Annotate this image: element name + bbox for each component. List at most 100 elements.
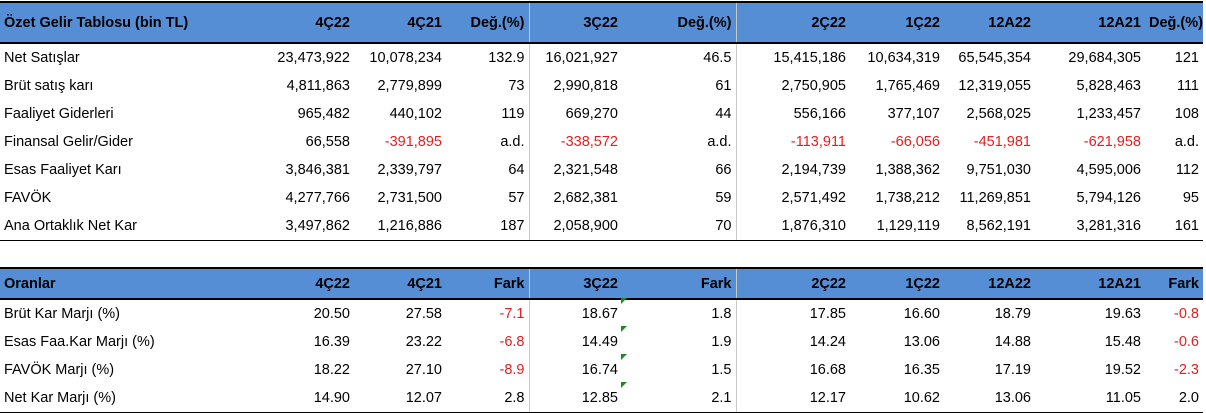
table-cell: 4,595,006 [1076, 162, 1141, 178]
table-row: Esas Faaliyet Karı 3,846,381 2,339,797 64 2,… [0, 156, 1203, 184]
table-cell: 111 [1176, 78, 1199, 94]
table-cell: 377,107 [887, 106, 940, 122]
table-cell: 20.50 [313, 306, 350, 322]
table-cell: 108 [1174, 106, 1199, 122]
table-cell: 1.5 [711, 362, 732, 378]
row-label: Net Kar Marjı (%) [0, 384, 262, 413]
row-label: Esas Faaliyet Karı [4, 162, 122, 178]
row-label: Ana Ortaklık Net Kar [0, 212, 262, 241]
table-cell: 1,765,469 [875, 78, 940, 94]
table-cell: 10,078,234 [369, 50, 442, 66]
column-header: Değ.(%) [1145, 1, 1203, 44]
table-row: Net Satışlar 23,473,922 10,078,234 132.9 16,… [0, 43, 1203, 72]
table-cell: 1,216,886 [354, 212, 446, 241]
table-cell: 17.85 [735, 299, 850, 328]
table-cell: 1.8 [711, 306, 732, 322]
table-cell: 2,750,905 [735, 72, 850, 100]
table-cell: 2.8 [446, 384, 529, 413]
table-cell: 1.9 [711, 334, 732, 350]
ratios-header-row: Oranlar 4Ç22 4Ç21 Fark 3Ç22 Fark 2Ç22 1Ç22 12A22… [0, 267, 1203, 300]
income-header-row: Özet Gelir Tablosu (bin TL) 4Ç22 4Ç21 Değ.(… [0, 1, 1203, 44]
table-cell: 73 [508, 78, 525, 94]
column-header: 2Ç22 [735, 1, 850, 44]
table-cell: a.d. [707, 134, 732, 150]
row-label: FAVÖK Marjı (%) [4, 362, 115, 378]
table-row: Faaliyet Giderleri 965,482 440,102 119 669,2… [0, 100, 1203, 128]
table-cell: 2,321,548 [528, 156, 622, 184]
table-cell: 66,558 [305, 134, 350, 150]
column-header: 4Ç21 [354, 1, 446, 44]
table-cell: 132.9 [488, 50, 525, 66]
table-cell: -113,911 [735, 128, 850, 156]
table-cell: 2.0 [1145, 384, 1203, 413]
table-cell: 16.68 [735, 356, 850, 384]
table-cell: 61 [715, 78, 732, 94]
table-cell: 12.17 [735, 384, 850, 413]
table-cell: 12.85 [528, 384, 622, 413]
table-cell: 64 [508, 162, 525, 178]
table-cell: 5,794,126 [1076, 190, 1141, 206]
table-cell: 8,562,191 [944, 212, 1035, 241]
table-cell: 161 [1145, 212, 1203, 241]
income-summary-table: Özet Gelir Tablosu (bin TL) 4Ç22 4Ç21 Değ.(… [0, 1, 1203, 241]
column-header: Fark [622, 267, 736, 300]
table-cell: 1,876,310 [735, 212, 850, 241]
column-header: 4Ç22 [262, 1, 354, 44]
table-cell: 27.58 [405, 306, 442, 322]
table-cell: a.d. [500, 134, 525, 150]
table-cell: 18.22 [313, 362, 350, 378]
table-row: Brüt satış karı 4,811,863 2,779,899 73 2,990… [0, 72, 1203, 100]
table-cell: 2,568,025 [966, 106, 1031, 122]
table-cell: -0.6 [1174, 334, 1199, 350]
table-cell: 23.22 [405, 334, 442, 350]
table-cell: 13.06 [903, 334, 940, 350]
column-header: 1Ç22 [850, 267, 944, 300]
row-label: Finansal Gelir/Gider [4, 134, 133, 150]
row-label: Faaliyet Giderleri [4, 106, 114, 122]
column-header: 12A21 [1035, 1, 1145, 44]
table-title: Oranlar [0, 267, 262, 300]
table-cell: 1,233,457 [1076, 106, 1141, 122]
table-cell: 3,497,862 [262, 212, 354, 241]
table-cell: -2.3 [1174, 362, 1199, 378]
column-header: 1Ç22 [850, 1, 944, 44]
table-cell: 23,473,922 [277, 50, 350, 66]
table-cell: 57 [508, 190, 525, 206]
comment-marker-icon [621, 382, 627, 388]
table-cell: 2,571,492 [735, 184, 850, 212]
table-cell: 15,415,186 [735, 43, 850, 72]
table-cell: 9,751,030 [966, 162, 1031, 178]
table-cell: 1,129,119 [850, 212, 944, 241]
table-cell: 440,102 [389, 106, 442, 122]
comment-marker-icon [621, 354, 627, 360]
column-header: Fark [446, 267, 529, 300]
table-row: Brüt Kar Marjı (%) 20.50 27.58 -7.1 18.67 1.8… [0, 299, 1203, 328]
comment-marker-icon [621, 298, 627, 304]
table-cell: 19.52 [1104, 362, 1141, 378]
table-cell: 17.19 [994, 362, 1031, 378]
table-row: Ana Ortaklık Net Kar 3,497,862 1,216,886 18… [0, 212, 1203, 241]
table-cell: 12.07 [354, 384, 446, 413]
table-cell: -6.8 [499, 334, 525, 350]
table-cell: 3,846,381 [285, 162, 350, 178]
row-label: Esas Faa.Kar Marjı (%) [4, 334, 155, 350]
table-cell: -0.8 [1174, 306, 1199, 322]
table-cell: 14.49 [528, 328, 622, 356]
table-cell: -391,895 [384, 134, 442, 150]
ratios-table: Oranlar 4Ç22 4Ç21 Fark 3Ç22 Fark 2Ç22 1Ç22 12A22… [0, 267, 1203, 413]
table-cell: 16,021,927 [528, 43, 622, 72]
table-cell: 19.63 [1104, 306, 1141, 322]
table-cell: 16.60 [903, 306, 940, 322]
table-cell: 29,684,305 [1068, 50, 1141, 66]
table-cell: 2,682,381 [528, 184, 622, 212]
table-cell: 2,779,899 [377, 78, 442, 94]
table-cell: 18.79 [994, 306, 1031, 322]
table-cell: 121 [1174, 50, 1199, 66]
row-label: Brüt Kar Marjı (%) [4, 306, 121, 322]
comment-marker-icon [621, 326, 627, 332]
table-cell: 12,319,055 [958, 78, 1031, 94]
table-cell: 16.74 [528, 356, 622, 384]
table-cell: 10,634,319 [867, 50, 940, 66]
column-header: 12A21 [1035, 267, 1145, 300]
table-row: FAVÖK Marjı (%) 18.22 27.10 -8.9 16.74 1.5 16.… [0, 356, 1203, 384]
